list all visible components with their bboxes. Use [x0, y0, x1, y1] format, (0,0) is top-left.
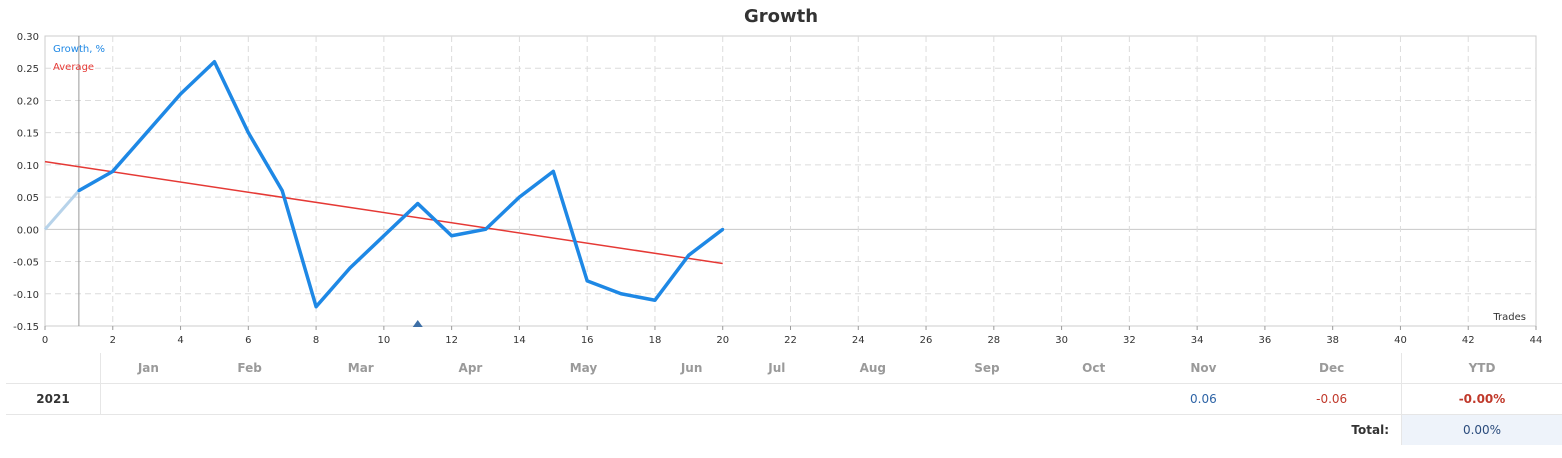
ytd-value: -0.00%	[1401, 383, 1562, 415]
x-tick-label: 22	[784, 335, 797, 346]
month-value	[814, 383, 932, 415]
x-tick-label: 14	[513, 335, 526, 346]
chart-title: Growth	[743, 6, 819, 27]
growth-point	[382, 234, 386, 238]
x-tick-label: 30	[1055, 335, 1068, 346]
month-value-dec: -0.06	[1262, 383, 1402, 415]
x-tick-label: 0	[42, 335, 48, 346]
x-tick-label: 38	[1326, 335, 1339, 346]
y-tick-label: -0.15	[13, 322, 39, 333]
month-value	[739, 383, 815, 415]
month-header: Nov	[1144, 353, 1263, 384]
growth-point	[416, 202, 420, 206]
growth-line	[78, 60, 724, 309]
total-row: Total: 0.00%	[6, 414, 1562, 445]
x-tick-label: 24	[852, 335, 865, 346]
y-tick-label: 0.05	[17, 193, 39, 204]
trade-marker	[412, 320, 423, 327]
legend-growth: Growth, %	[53, 44, 105, 55]
x-tick-label: 28	[987, 335, 1000, 346]
y-tick-label: -0.10	[13, 290, 39, 301]
x-tick-label: 12	[445, 335, 458, 346]
x-tick-label: 42	[1462, 335, 1475, 346]
growth-point	[484, 227, 488, 231]
month-header: Aug	[814, 353, 932, 384]
growth-point	[111, 169, 115, 173]
x-tick-label: 16	[581, 335, 594, 346]
growth-point	[450, 234, 454, 238]
month-header: Dec	[1262, 353, 1402, 384]
table-corner	[6, 353, 101, 384]
growth-point	[721, 227, 725, 231]
month-header: Jan	[100, 353, 196, 384]
x-tick-label: 44	[1530, 335, 1543, 346]
growth-point	[77, 189, 81, 193]
growth-point	[551, 169, 555, 173]
growth-point	[145, 131, 149, 135]
month-header-row: Jan Feb Mar Apr May Jun Jul Aug Sep Oct …	[6, 353, 1562, 384]
month-header: Jun	[644, 353, 740, 384]
x-tick-label: 8	[313, 335, 319, 346]
month-header: May	[522, 353, 645, 384]
growth-point	[517, 195, 521, 199]
growth-point	[619, 292, 623, 296]
total-value: 0.00%	[1401, 414, 1562, 445]
growth-point	[585, 279, 589, 283]
x-tick-label: 32	[1123, 335, 1136, 346]
y-tick-label: 0.25	[17, 64, 39, 75]
monthly-growth-table: Jan Feb Mar Apr May Jun Jul Aug Sep Oct …	[6, 353, 1562, 445]
x-tick-label: 34	[1191, 335, 1204, 346]
x-axis-label: Trades	[1492, 312, 1526, 323]
growth-point	[212, 60, 216, 64]
ytd-header: YTD	[1401, 353, 1562, 384]
month-header: Sep	[931, 353, 1043, 384]
y-tick-label: 0.10	[17, 161, 39, 172]
y-tick-label: -0.05	[13, 258, 39, 269]
growth-point	[653, 298, 657, 302]
month-value	[522, 383, 645, 415]
month-value	[100, 383, 196, 415]
x-tick-label: 2	[110, 335, 116, 346]
y-tick-label: 0.20	[17, 96, 39, 107]
x-tick-label: 6	[245, 335, 251, 346]
x-tick-label: 10	[377, 335, 390, 346]
month-value	[303, 383, 418, 415]
month-value	[195, 383, 304, 415]
x-tick-label: 26	[920, 335, 933, 346]
x-tick-label: 18	[649, 335, 662, 346]
growth-point	[179, 92, 183, 96]
growth-chart: 0.30 0.25 0.20 0.15 0.10 0.05 0.00 -0.05 -0.10 -0…	[13, 32, 1543, 346]
total-label: Total:	[1351, 423, 1389, 437]
legend-average: Average	[53, 62, 94, 73]
x-tick-label: 4	[177, 335, 183, 346]
growth-point	[246, 131, 250, 135]
y-tick-label: 0.15	[17, 129, 39, 140]
month-value	[417, 383, 523, 415]
month-header: Oct	[1042, 353, 1145, 384]
average-line	[44, 160, 723, 265]
initial-growth-segment	[43, 189, 81, 231]
x-tick-label: 40	[1394, 335, 1407, 346]
month-header: Mar	[303, 353, 418, 384]
y-tick-label: 0.00	[17, 225, 39, 236]
month-value	[931, 383, 1043, 415]
y-tick-label: 0.30	[17, 32, 39, 43]
month-value	[644, 383, 740, 415]
month-value-nov: 0.06	[1144, 383, 1263, 415]
month-header: Feb	[195, 353, 304, 384]
x-tick-label: 20	[716, 335, 729, 346]
x-tick-label: 36	[1259, 335, 1272, 346]
growth-point	[348, 266, 352, 270]
table-row: 2021 0.06 -0.06 -0.00%	[6, 383, 1562, 415]
growth-point	[687, 253, 691, 257]
month-header: Apr	[417, 353, 523, 384]
growth-point	[280, 189, 284, 193]
month-value	[1042, 383, 1145, 415]
year-label: 2021	[6, 383, 101, 415]
growth-point	[314, 305, 318, 309]
month-header: Jul	[739, 353, 815, 384]
